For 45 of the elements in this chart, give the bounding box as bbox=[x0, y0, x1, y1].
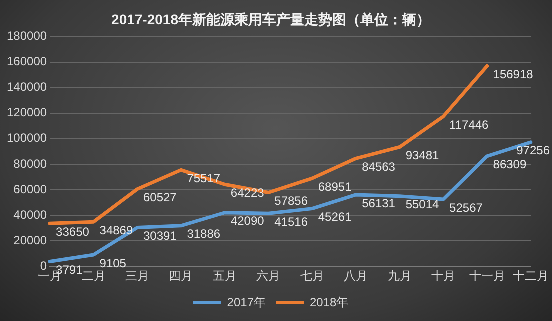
data-label: 52567 bbox=[450, 200, 484, 215]
x-tick-label: 九月 bbox=[388, 269, 412, 284]
y-tick-label: 0 bbox=[40, 258, 48, 273]
data-label: 68951 bbox=[318, 180, 352, 194]
x-tick-label: 四月 bbox=[169, 269, 194, 284]
data-label: 97256 bbox=[516, 144, 550, 158]
data-label: 60527 bbox=[143, 190, 178, 205]
y-tick-label: 120000 bbox=[6, 106, 48, 120]
data-label: 55014 bbox=[406, 198, 440, 212]
data-label: 30391 bbox=[143, 229, 178, 244]
y-tick-label: 40000 bbox=[14, 208, 48, 222]
data-label: 9105 bbox=[100, 256, 127, 270]
x-tick-label: 十二月 bbox=[513, 269, 549, 284]
data-label: 84563 bbox=[362, 160, 396, 174]
data-label: 117446 bbox=[450, 118, 490, 132]
data-label: 45261 bbox=[318, 210, 352, 224]
y-tick-label: 180000 bbox=[6, 29, 48, 44]
legend-label: 2017年 bbox=[227, 295, 266, 310]
data-label: 156918 bbox=[493, 68, 534, 82]
data-label: 41516 bbox=[274, 214, 308, 229]
data-label: 57856 bbox=[274, 194, 308, 208]
data-label: 93481 bbox=[406, 148, 440, 163]
legend-label: 2018年 bbox=[310, 295, 349, 310]
data-label: 56131 bbox=[362, 196, 396, 210]
y-tick-label: 140000 bbox=[6, 80, 48, 94]
y-tick-label: 60000 bbox=[14, 182, 48, 196]
data-label: 42090 bbox=[230, 214, 265, 228]
data-label: 33650 bbox=[56, 224, 90, 239]
data-label: 64223 bbox=[230, 186, 265, 200]
x-tick-label: 十一月 bbox=[469, 269, 506, 284]
x-tick-label: 五月 bbox=[212, 269, 237, 284]
y-tick-label: 20000 bbox=[14, 233, 48, 248]
x-tick-label: 六月 bbox=[256, 269, 281, 284]
data-label: 86309 bbox=[493, 158, 527, 172]
y-tick-label: 80000 bbox=[14, 156, 48, 171]
x-tick-label: 七月 bbox=[300, 269, 324, 284]
x-tick-label: 二月 bbox=[82, 269, 106, 284]
chart-title: 2017-2018年新能源乘用车产量走势图（单位：辆） bbox=[112, 11, 430, 28]
x-tick-label: 八月 bbox=[344, 269, 368, 284]
y-tick-label: 160000 bbox=[6, 54, 48, 69]
x-tick-label: 十月 bbox=[432, 269, 456, 284]
x-tick-label: 三月 bbox=[125, 269, 150, 284]
data-label: 31886 bbox=[187, 227, 221, 242]
data-label: 34869 bbox=[100, 223, 134, 238]
y-tick-label: 100000 bbox=[6, 131, 48, 146]
